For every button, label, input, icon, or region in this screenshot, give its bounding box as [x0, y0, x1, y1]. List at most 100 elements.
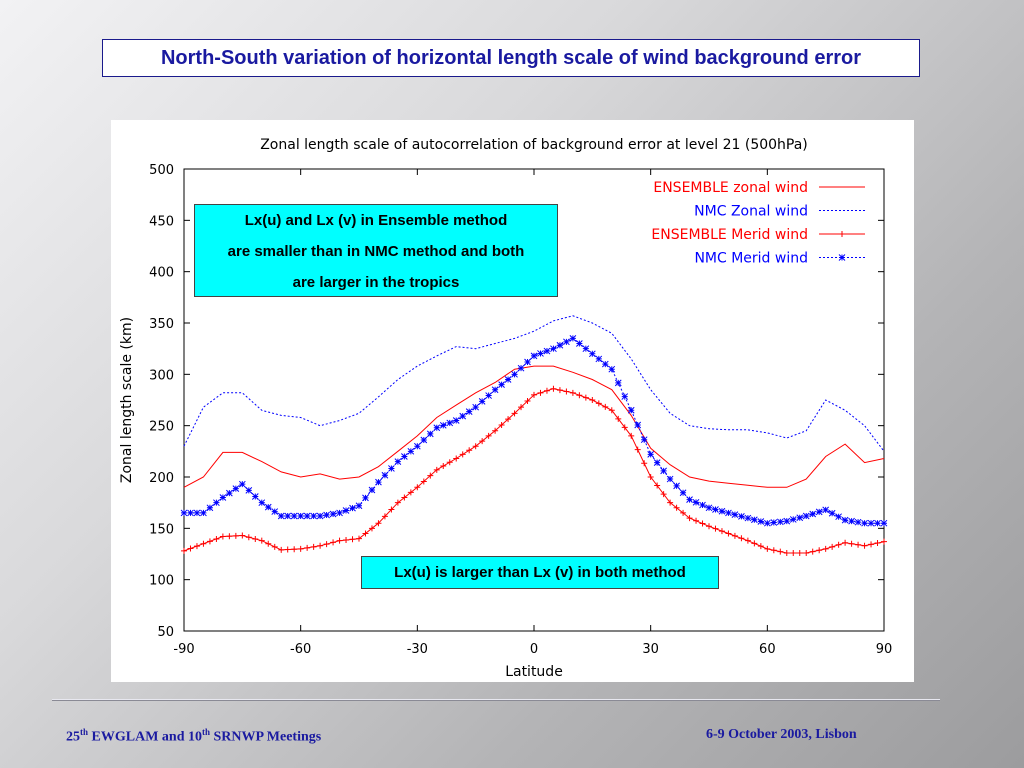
data-point [362, 494, 369, 502]
data-point [874, 519, 881, 527]
legend-label: NMC Merid wind [694, 251, 808, 267]
y-axis-label: Zonal length scale (km) [119, 317, 135, 483]
data-point [641, 460, 648, 467]
data-point [181, 547, 187, 554]
data-point [828, 509, 836, 517]
data-point [362, 530, 369, 537]
footer-date-location: 6-9 October 2003, Lisbon [706, 727, 857, 742]
data-point [543, 387, 550, 394]
data-point [297, 545, 304, 552]
data-point [349, 536, 356, 543]
data-point [511, 370, 518, 378]
data-point [317, 542, 324, 549]
data-point [200, 509, 207, 517]
data-point [861, 542, 868, 549]
data-point [356, 535, 362, 542]
legend-label: ENSEMBLE zonal wind [653, 180, 808, 196]
y-tick-label: 250 [149, 420, 174, 435]
data-point [667, 499, 674, 506]
data-point [530, 352, 538, 360]
data-point [751, 516, 758, 524]
data-point [874, 540, 881, 547]
data-point [686, 515, 693, 522]
data-point [226, 533, 233, 540]
legend-marker [839, 231, 845, 237]
data-point [504, 376, 512, 383]
data-point [608, 365, 616, 373]
data-point [712, 506, 719, 513]
data-point [770, 519, 778, 526]
data-point [355, 502, 363, 510]
data-point [401, 494, 408, 501]
data-point [310, 543, 317, 550]
data-point [452, 417, 460, 424]
data-point [556, 341, 564, 349]
data-point [446, 419, 454, 427]
data-point [375, 520, 382, 527]
data-point [517, 364, 525, 372]
data-point [789, 516, 797, 523]
data-point [880, 519, 888, 527]
data-point [764, 545, 771, 552]
data-point [706, 523, 712, 530]
data-point [427, 472, 434, 479]
data-point [368, 486, 376, 494]
data-point [466, 447, 473, 454]
data-point [316, 512, 324, 520]
data-point [621, 393, 629, 400]
data-point [861, 519, 868, 527]
data-point [588, 350, 596, 358]
data-point [453, 455, 460, 462]
data-point [660, 467, 667, 475]
data-point [303, 512, 311, 520]
data-point [426, 430, 434, 438]
data-point [595, 355, 603, 363]
data-point [388, 465, 395, 472]
data-point [614, 379, 622, 387]
footer-meeting-part2: EWGLAM and 10 [88, 729, 202, 745]
footer-divider [52, 699, 940, 701]
data-point [310, 512, 317, 520]
data-point [278, 546, 285, 553]
data-point [407, 489, 414, 496]
data-point [725, 509, 732, 517]
data-point [712, 525, 719, 532]
data-point [822, 545, 829, 552]
data-point [193, 509, 201, 517]
data-point [809, 510, 817, 518]
data-point [465, 408, 473, 415]
y-tick-label: 200 [149, 471, 174, 486]
data-point [881, 538, 887, 545]
callout-line-1: Lx(u) and Lx (v) in Ensemble method [244, 212, 508, 229]
data-point [491, 386, 499, 394]
data-point [802, 512, 810, 520]
data-point [439, 421, 447, 429]
data-point [459, 451, 466, 458]
data-point [329, 510, 337, 518]
data-point [854, 518, 862, 526]
data-point [524, 358, 531, 366]
data-point [258, 537, 265, 544]
x-axis-label: Latitude [505, 664, 563, 680]
data-point [187, 545, 194, 552]
data-point [725, 530, 732, 537]
footer-meeting-sup1: th [80, 727, 89, 737]
data-point [699, 501, 706, 509]
data-point [433, 466, 440, 473]
data-point [569, 335, 577, 342]
data-point [777, 548, 784, 555]
data-point [290, 512, 298, 520]
callout-lxu-vs-lxv: Lx(u) is larger than Lx (v) in both meth… [361, 556, 719, 589]
data-point [264, 503, 272, 511]
data-point [478, 398, 486, 405]
data-point [602, 403, 609, 410]
data-point [595, 400, 602, 407]
data-point [498, 421, 505, 428]
y-tick-label: 400 [149, 266, 174, 281]
data-point [757, 543, 764, 550]
data-point [556, 387, 563, 394]
y-tick-label: 450 [149, 214, 174, 229]
data-point [187, 509, 194, 517]
data-point [368, 525, 375, 532]
data-point [835, 541, 842, 548]
